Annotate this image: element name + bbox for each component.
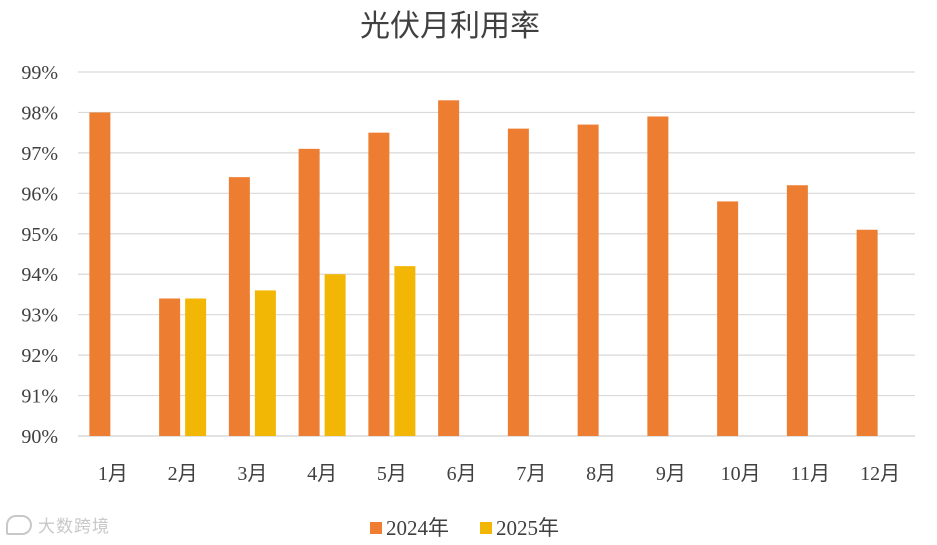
x-tick-label: 8月 <box>586 463 616 485</box>
bar-2024年-5月 <box>368 132 390 436</box>
chart-title: 光伏月利用率 <box>360 9 540 44</box>
y-axis-ticks: 90% 91% 92% 93% 94% 95% 96% 97% 98% 99% <box>21 62 58 448</box>
x-tick-label: 3月 <box>237 463 267 485</box>
bar-2024年-2月 <box>159 298 181 436</box>
x-tick-label: 9月 <box>656 463 686 485</box>
legend-swatch <box>480 522 492 534</box>
bar-2025年-4月 <box>324 274 346 436</box>
watermark: 大数跨境 <box>6 512 110 537</box>
watermark-logo-icon <box>6 515 32 535</box>
bar-2024年-4月 <box>298 148 320 436</box>
y-tick-label: 91% <box>21 386 58 408</box>
legend: 2024年 2025年 <box>370 516 559 540</box>
bar-2024年-11月 <box>786 185 808 436</box>
x-tick-label: 10月 <box>721 463 761 485</box>
y-tick-label: 99% <box>21 62 58 84</box>
bar-2024年-6月 <box>438 100 460 437</box>
y-tick-label: 97% <box>21 143 58 165</box>
legend-label: 2025年 <box>496 516 559 540</box>
y-tick-label: 95% <box>21 224 58 246</box>
y-tick-label: 96% <box>21 183 58 205</box>
bar-2024年-10月 <box>717 201 739 436</box>
grid-lines <box>78 71 915 437</box>
bar-2025年-2月 <box>185 298 207 436</box>
legend-label: 2024年 <box>386 516 449 540</box>
bar-2024年-8月 <box>577 124 599 437</box>
y-tick-label: 94% <box>21 264 58 286</box>
bar-2024年-3月 <box>228 177 250 436</box>
x-tick-label: 1月 <box>98 463 128 485</box>
y-tick-label: 92% <box>21 345 58 367</box>
bars <box>89 100 878 437</box>
y-tick-label: 90% <box>21 426 58 448</box>
bar-2024年-1月 <box>89 112 111 436</box>
bar-2025年-5月 <box>394 266 416 436</box>
bar-2024年-12月 <box>856 229 878 436</box>
x-tick-label: 11月 <box>791 463 830 485</box>
x-tick-label: 6月 <box>447 463 477 485</box>
bar-2024年-9月 <box>647 116 669 436</box>
x-tick-label: 5月 <box>377 463 407 485</box>
x-tick-label: 2月 <box>168 463 198 485</box>
y-tick-label: 98% <box>21 102 58 124</box>
x-tick-label: 12月 <box>860 463 900 485</box>
bar-2025年-3月 <box>254 290 276 436</box>
watermark-text: 大数跨境 <box>38 517 110 537</box>
x-axis-ticks: 1月 2月 3月 4月 5月 6月 7月 8月 9月 10月 11月 12月 <box>98 463 900 485</box>
legend-swatch <box>370 522 382 534</box>
y-tick-label: 93% <box>21 305 58 327</box>
x-tick-label: 7月 <box>516 463 546 485</box>
x-tick-label: 4月 <box>307 463 337 485</box>
bar-2024年-7月 <box>507 128 529 436</box>
